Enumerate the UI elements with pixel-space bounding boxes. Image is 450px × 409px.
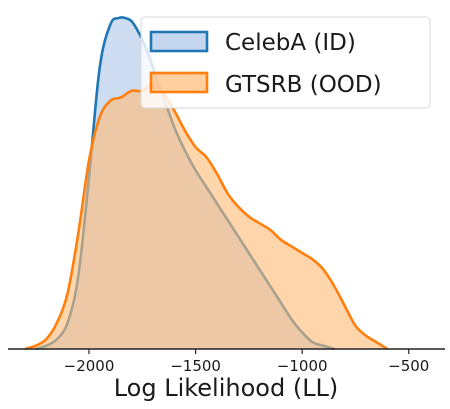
x-tick-label: −1000 — [277, 357, 328, 375]
x-tick-label: −500 — [388, 357, 429, 375]
density-fill-gtsrb — [25, 84, 388, 350]
legend-swatch-gtsrb — [149, 71, 209, 94]
legend-frame — [140, 16, 431, 109]
x-tick-label: −2000 — [64, 357, 115, 375]
x-axis-title: Log Likelihood (LL) — [114, 374, 339, 402]
x-axis-ticks: −2000 −1500 −1000 −500 — [64, 349, 429, 375]
legend-label-gtsrb: GTSRB (OOD) — [225, 72, 382, 98]
legend-swatch-celeba — [149, 30, 209, 53]
density-areas — [24, 16, 389, 351]
legend: CelebA (ID) GTSRB (OOD) — [140, 16, 431, 109]
density-line-gtsrb — [24, 82, 389, 351]
legend-label-celeba: CelebA (ID) — [225, 30, 356, 56]
x-tick-label: −1500 — [170, 357, 221, 375]
